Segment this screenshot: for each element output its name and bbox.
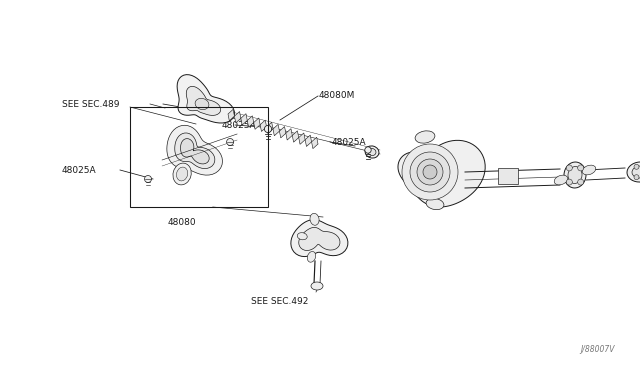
Text: J/88007V: J/88007V	[580, 345, 615, 354]
Ellipse shape	[311, 282, 323, 290]
Polygon shape	[291, 220, 348, 257]
Ellipse shape	[415, 131, 435, 143]
Polygon shape	[273, 124, 280, 136]
Ellipse shape	[402, 144, 458, 200]
Polygon shape	[286, 129, 292, 140]
Polygon shape	[241, 114, 247, 125]
Polygon shape	[305, 135, 312, 147]
Ellipse shape	[173, 163, 191, 185]
Circle shape	[145, 176, 152, 183]
Circle shape	[578, 179, 584, 185]
Bar	[130, 107, 268, 207]
Circle shape	[264, 125, 271, 132]
Ellipse shape	[582, 165, 596, 175]
Polygon shape	[398, 140, 485, 207]
Polygon shape	[186, 86, 221, 115]
Polygon shape	[292, 131, 299, 142]
Circle shape	[227, 138, 234, 145]
Circle shape	[365, 147, 371, 153]
Text: 48080: 48080	[168, 218, 196, 227]
Polygon shape	[175, 133, 215, 169]
Circle shape	[578, 165, 584, 171]
Ellipse shape	[417, 159, 443, 185]
Ellipse shape	[423, 165, 437, 179]
Polygon shape	[234, 112, 241, 123]
Ellipse shape	[426, 198, 444, 210]
Ellipse shape	[568, 167, 582, 183]
Polygon shape	[177, 75, 234, 123]
Ellipse shape	[627, 162, 640, 182]
Bar	[498, 168, 518, 184]
Ellipse shape	[195, 98, 209, 110]
Circle shape	[634, 164, 639, 169]
Polygon shape	[312, 137, 318, 149]
Ellipse shape	[365, 146, 379, 158]
Circle shape	[634, 175, 639, 180]
Ellipse shape	[310, 214, 319, 225]
Polygon shape	[299, 227, 340, 250]
Polygon shape	[253, 118, 260, 129]
Polygon shape	[247, 116, 253, 127]
Polygon shape	[180, 139, 209, 164]
Circle shape	[566, 179, 572, 185]
Polygon shape	[267, 122, 273, 134]
Ellipse shape	[410, 152, 450, 192]
Polygon shape	[299, 133, 305, 144]
Polygon shape	[167, 125, 223, 175]
Text: SEE SEC.492: SEE SEC.492	[252, 298, 308, 307]
Polygon shape	[280, 126, 286, 138]
Ellipse shape	[177, 167, 188, 181]
Polygon shape	[228, 109, 234, 121]
Text: 48025A: 48025A	[62, 166, 97, 174]
Text: 48080M: 48080M	[319, 90, 355, 99]
Text: 48025A: 48025A	[332, 138, 367, 147]
Circle shape	[566, 165, 572, 171]
Text: SEE SEC.489: SEE SEC.489	[62, 99, 120, 109]
Ellipse shape	[368, 148, 376, 155]
Ellipse shape	[554, 175, 568, 185]
Text: 48025A: 48025A	[222, 121, 257, 129]
Ellipse shape	[632, 166, 640, 178]
Ellipse shape	[298, 232, 307, 240]
Ellipse shape	[307, 251, 316, 262]
Polygon shape	[260, 120, 267, 131]
Ellipse shape	[564, 162, 586, 188]
